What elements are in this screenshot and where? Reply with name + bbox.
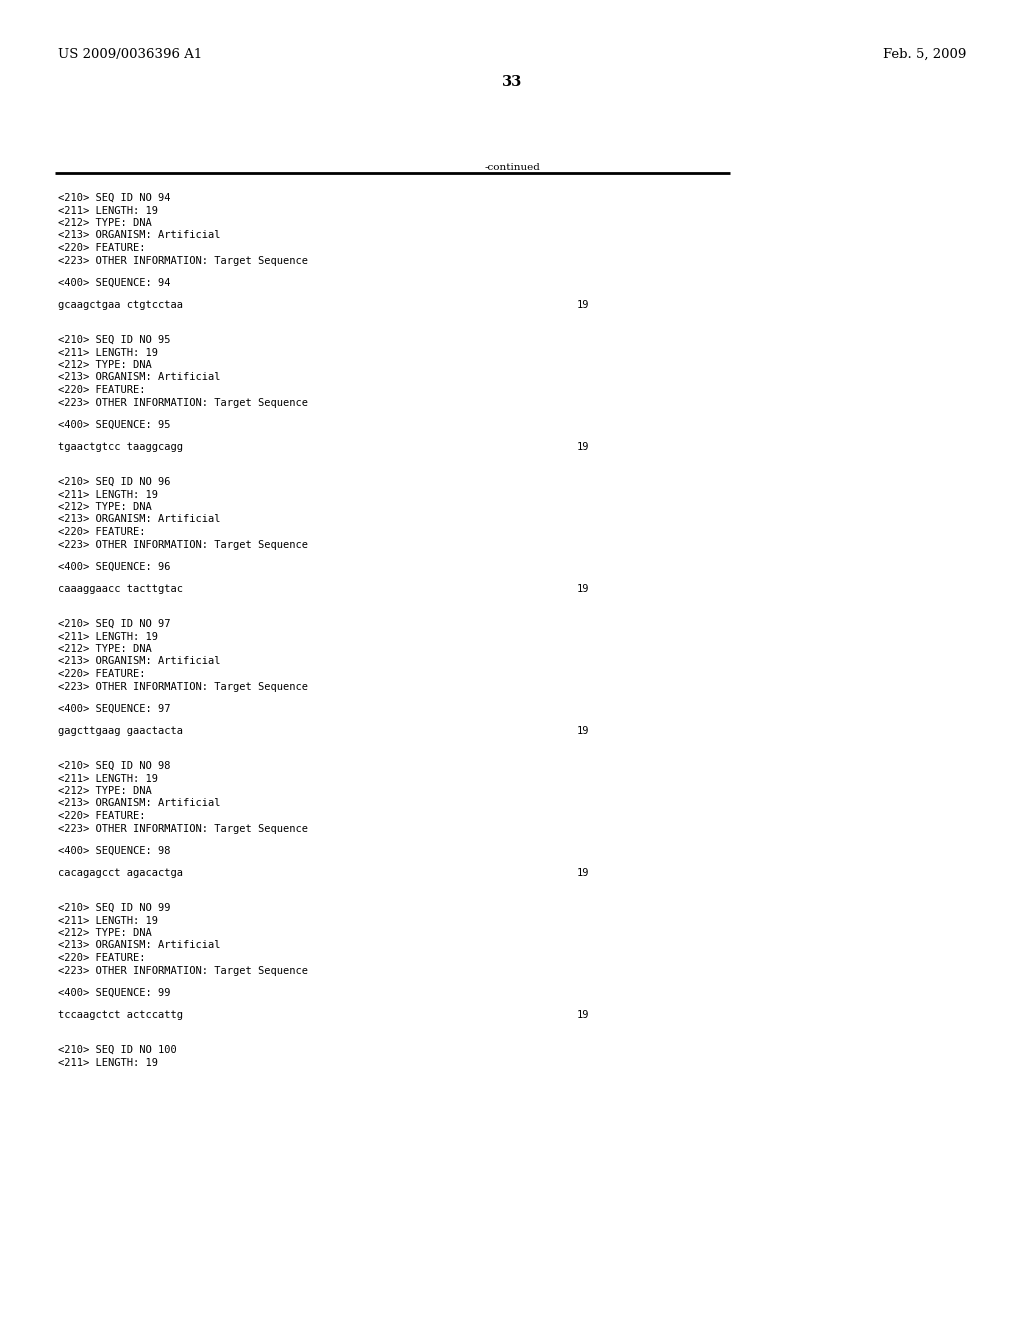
Text: <220> FEATURE:: <220> FEATURE: bbox=[58, 669, 145, 678]
Text: <223> OTHER INFORMATION: Target Sequence: <223> OTHER INFORMATION: Target Sequence bbox=[58, 681, 308, 692]
Text: <400> SEQUENCE: 98: <400> SEQUENCE: 98 bbox=[58, 846, 171, 855]
Text: 19: 19 bbox=[577, 442, 590, 453]
Text: gagcttgaag gaactacta: gagcttgaag gaactacta bbox=[58, 726, 183, 737]
Text: <210> SEQ ID NO 97: <210> SEQ ID NO 97 bbox=[58, 619, 171, 630]
Text: <220> FEATURE:: <220> FEATURE: bbox=[58, 810, 145, 821]
Text: <211> LENGTH: 19: <211> LENGTH: 19 bbox=[58, 206, 158, 215]
Text: cacagagcct agacactga: cacagagcct agacactga bbox=[58, 869, 183, 879]
Text: <212> TYPE: DNA: <212> TYPE: DNA bbox=[58, 785, 152, 796]
Text: <223> OTHER INFORMATION: Target Sequence: <223> OTHER INFORMATION: Target Sequence bbox=[58, 540, 308, 549]
Text: <213> ORGANISM: Artificial: <213> ORGANISM: Artificial bbox=[58, 799, 220, 808]
Text: <213> ORGANISM: Artificial: <213> ORGANISM: Artificial bbox=[58, 940, 220, 950]
Text: <210> SEQ ID NO 94: <210> SEQ ID NO 94 bbox=[58, 193, 171, 203]
Text: <211> LENGTH: 19: <211> LENGTH: 19 bbox=[58, 1057, 158, 1068]
Text: <212> TYPE: DNA: <212> TYPE: DNA bbox=[58, 502, 152, 512]
Text: <223> OTHER INFORMATION: Target Sequence: <223> OTHER INFORMATION: Target Sequence bbox=[58, 965, 308, 975]
Text: <212> TYPE: DNA: <212> TYPE: DNA bbox=[58, 218, 152, 228]
Text: <211> LENGTH: 19: <211> LENGTH: 19 bbox=[58, 916, 158, 925]
Text: <211> LENGTH: 19: <211> LENGTH: 19 bbox=[58, 347, 158, 358]
Text: 19: 19 bbox=[577, 301, 590, 310]
Text: 19: 19 bbox=[577, 585, 590, 594]
Text: <210> SEQ ID NO 98: <210> SEQ ID NO 98 bbox=[58, 762, 171, 771]
Text: tgaactgtcc taaggcagg: tgaactgtcc taaggcagg bbox=[58, 442, 183, 453]
Text: <400> SEQUENCE: 94: <400> SEQUENCE: 94 bbox=[58, 279, 171, 288]
Text: <212> TYPE: DNA: <212> TYPE: DNA bbox=[58, 644, 152, 653]
Text: <223> OTHER INFORMATION: Target Sequence: <223> OTHER INFORMATION: Target Sequence bbox=[58, 824, 308, 833]
Text: <210> SEQ ID NO 99: <210> SEQ ID NO 99 bbox=[58, 903, 171, 913]
Text: 19: 19 bbox=[577, 726, 590, 737]
Text: <213> ORGANISM: Artificial: <213> ORGANISM: Artificial bbox=[58, 372, 220, 383]
Text: US 2009/0036396 A1: US 2009/0036396 A1 bbox=[58, 48, 203, 61]
Text: <220> FEATURE:: <220> FEATURE: bbox=[58, 243, 145, 253]
Text: <211> LENGTH: 19: <211> LENGTH: 19 bbox=[58, 774, 158, 784]
Text: caaaggaacc tacttgtac: caaaggaacc tacttgtac bbox=[58, 585, 183, 594]
Text: <212> TYPE: DNA: <212> TYPE: DNA bbox=[58, 360, 152, 370]
Text: <211> LENGTH: 19: <211> LENGTH: 19 bbox=[58, 490, 158, 499]
Text: gcaagctgaa ctgtcctaa: gcaagctgaa ctgtcctaa bbox=[58, 301, 183, 310]
Text: -continued: -continued bbox=[484, 162, 540, 172]
Text: tccaagctct actccattg: tccaagctct actccattg bbox=[58, 1011, 183, 1020]
Text: <223> OTHER INFORMATION: Target Sequence: <223> OTHER INFORMATION: Target Sequence bbox=[58, 397, 308, 408]
Text: <213> ORGANISM: Artificial: <213> ORGANISM: Artificial bbox=[58, 231, 220, 240]
Text: 19: 19 bbox=[577, 1011, 590, 1020]
Text: <210> SEQ ID NO 96: <210> SEQ ID NO 96 bbox=[58, 477, 171, 487]
Text: <213> ORGANISM: Artificial: <213> ORGANISM: Artificial bbox=[58, 656, 220, 667]
Text: <400> SEQUENCE: 97: <400> SEQUENCE: 97 bbox=[58, 704, 171, 714]
Text: <213> ORGANISM: Artificial: <213> ORGANISM: Artificial bbox=[58, 515, 220, 524]
Text: <220> FEATURE:: <220> FEATURE: bbox=[58, 953, 145, 964]
Text: <400> SEQUENCE: 99: <400> SEQUENCE: 99 bbox=[58, 987, 171, 998]
Text: <210> SEQ ID NO 100: <210> SEQ ID NO 100 bbox=[58, 1045, 177, 1055]
Text: <220> FEATURE:: <220> FEATURE: bbox=[58, 385, 145, 395]
Text: Feb. 5, 2009: Feb. 5, 2009 bbox=[883, 48, 966, 61]
Text: <223> OTHER INFORMATION: Target Sequence: <223> OTHER INFORMATION: Target Sequence bbox=[58, 256, 308, 265]
Text: 19: 19 bbox=[577, 869, 590, 879]
Text: <211> LENGTH: 19: <211> LENGTH: 19 bbox=[58, 631, 158, 642]
Text: <220> FEATURE:: <220> FEATURE: bbox=[58, 527, 145, 537]
Text: <212> TYPE: DNA: <212> TYPE: DNA bbox=[58, 928, 152, 939]
Text: <210> SEQ ID NO 95: <210> SEQ ID NO 95 bbox=[58, 335, 171, 345]
Text: <400> SEQUENCE: 95: <400> SEQUENCE: 95 bbox=[58, 420, 171, 430]
Text: 33: 33 bbox=[502, 75, 522, 88]
Text: <400> SEQUENCE: 96: <400> SEQUENCE: 96 bbox=[58, 562, 171, 572]
